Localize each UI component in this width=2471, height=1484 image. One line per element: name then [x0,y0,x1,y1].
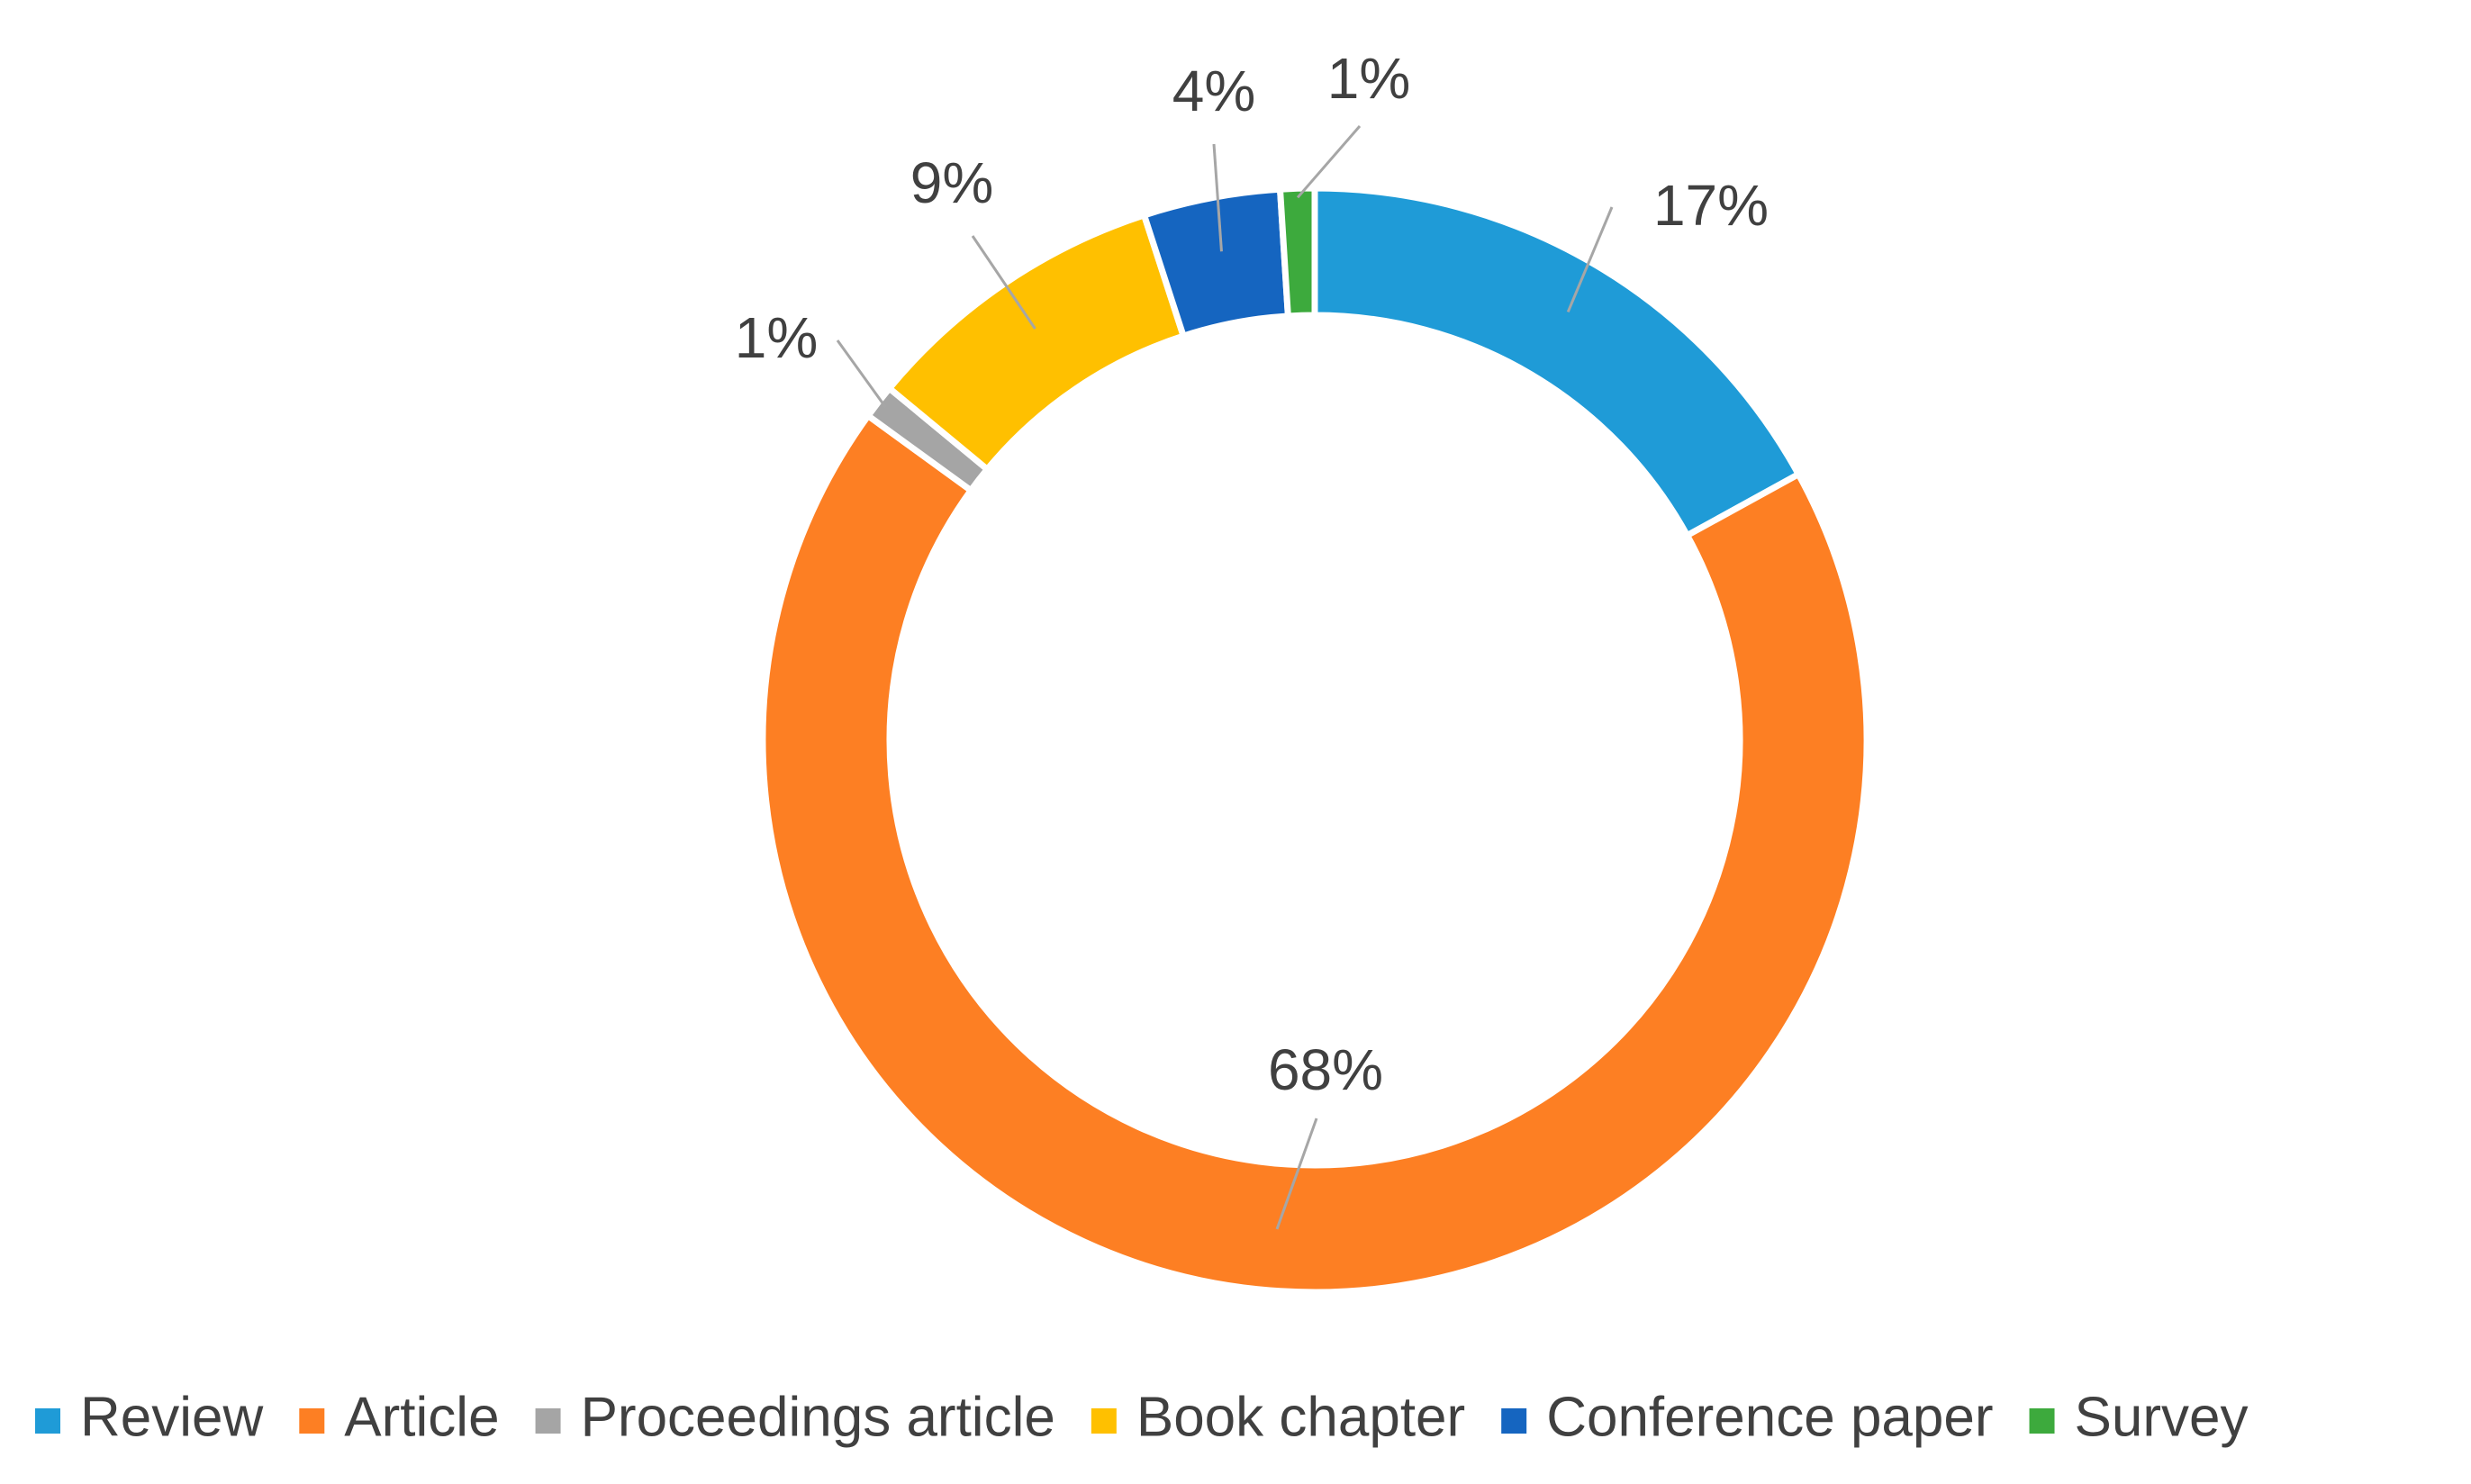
legend-swatch [1091,1408,1117,1434]
legend-swatch [1501,1408,1527,1434]
legend-swatch [299,1408,325,1434]
leader-line [1566,206,1614,313]
leader-line [1212,143,1223,252]
data-label: 68% [1268,1037,1383,1102]
data-label: 1% [1327,46,1411,111]
data-label: 17% [1653,173,1769,238]
leader-line [1296,125,1362,199]
leader-line [836,339,887,409]
donut-slice [1276,185,1318,320]
legend-label: Review [80,1386,264,1448]
data-label: 9% [910,150,994,215]
legend-swatch [535,1408,561,1434]
data-label: 4% [1172,59,1256,123]
data-label: 1% [735,305,819,370]
legend-label: Article [344,1386,499,1448]
leader-line [971,235,1036,330]
legend-label: Proceedings article [581,1386,1055,1448]
legend-label: Conference paper [1546,1386,1993,1448]
legend-swatch [35,1408,60,1434]
donut-slice [1311,185,1803,540]
legend-swatch [2029,1408,2055,1434]
leader-line [1275,1118,1318,1230]
legend-label: Book chapter [1136,1386,1465,1448]
donut-slice [759,411,1870,1296]
legend-label: Survey [2075,1386,2249,1448]
